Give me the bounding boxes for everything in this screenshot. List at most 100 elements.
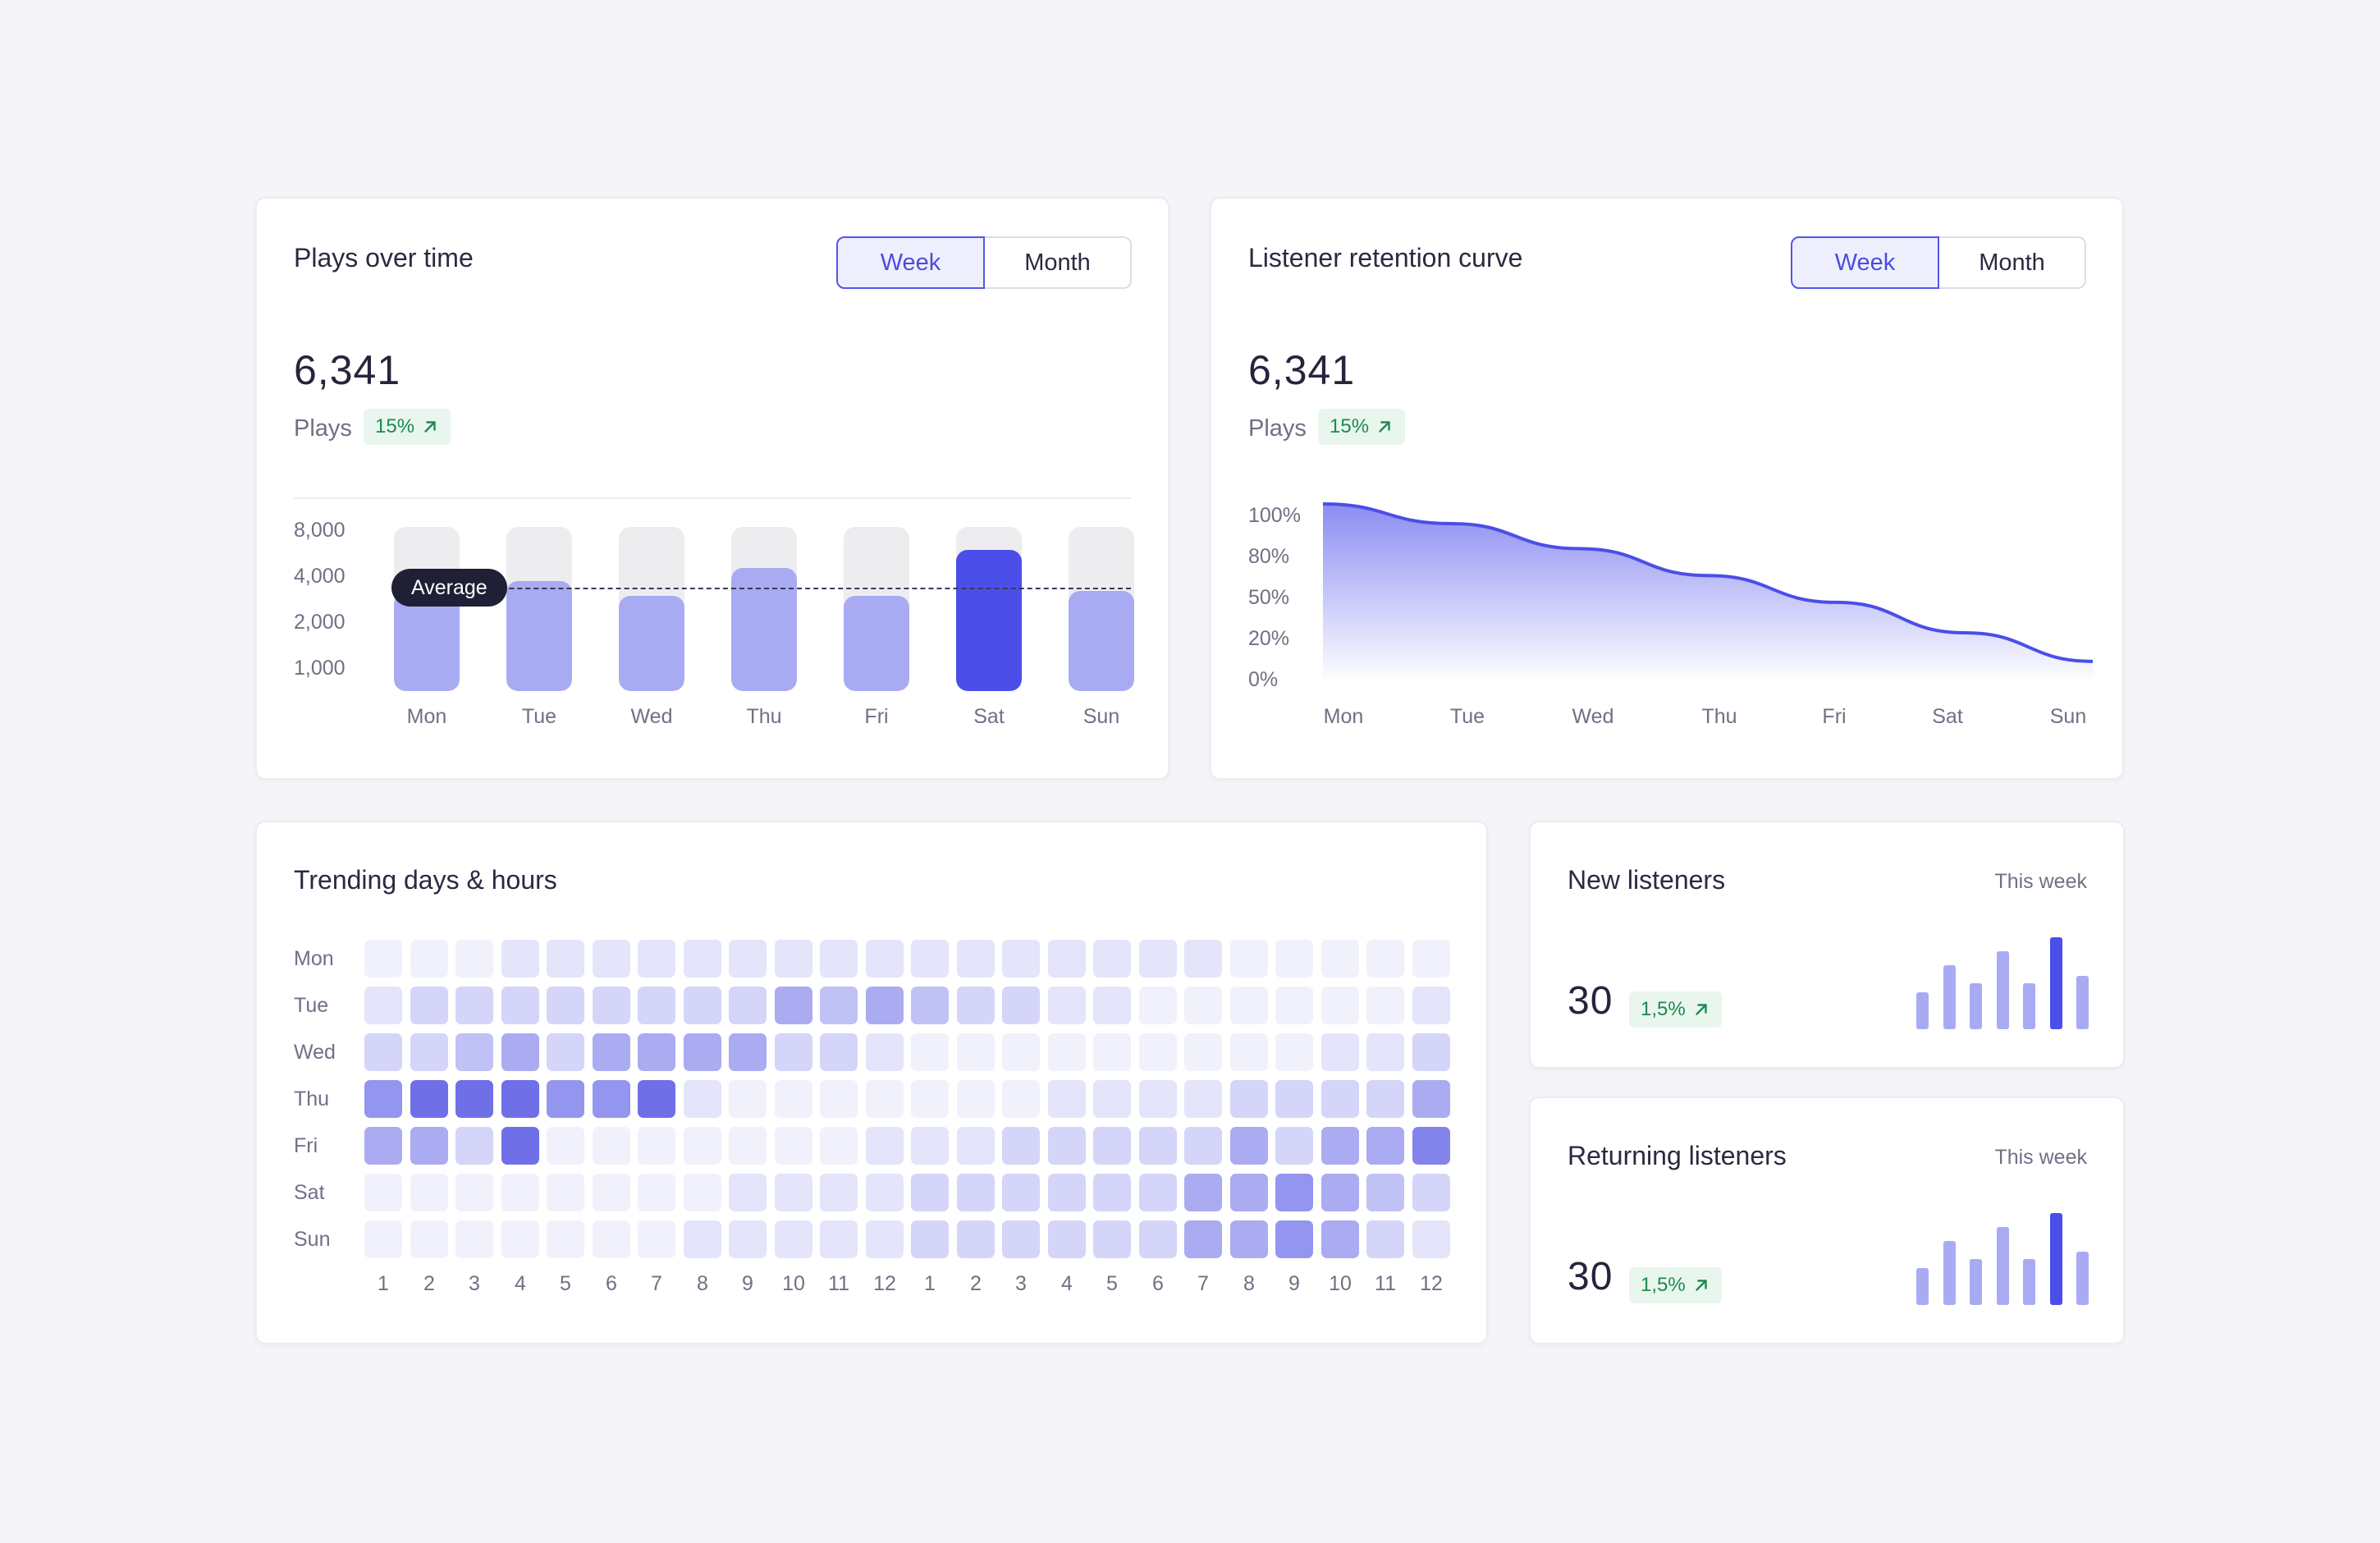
heatmap-cell bbox=[866, 1127, 904, 1165]
heatmap-cell bbox=[455, 1220, 493, 1258]
heatmap-cell bbox=[1184, 1127, 1222, 1165]
heatmap-cell bbox=[684, 1127, 721, 1165]
heatmap-cell bbox=[820, 987, 858, 1024]
heatmap-cell bbox=[1275, 987, 1313, 1024]
heatmap-cell bbox=[501, 987, 539, 1024]
heatmap-cell bbox=[957, 1174, 995, 1211]
heatmap-cell bbox=[1184, 1080, 1222, 1118]
column-label: 5 bbox=[560, 1272, 571, 1295]
heatmap-cell bbox=[410, 1220, 448, 1258]
heatmap-cell bbox=[410, 1174, 448, 1211]
heatmap-cell bbox=[775, 1033, 812, 1071]
heatmap-cell bbox=[911, 987, 949, 1024]
heatmap-cell bbox=[911, 1080, 949, 1118]
mini-bar bbox=[1970, 983, 1982, 1029]
heatmap-cell bbox=[866, 1080, 904, 1118]
heatmap-cell bbox=[1321, 1080, 1359, 1118]
heatmap-cell bbox=[547, 987, 584, 1024]
heatmap-cell bbox=[820, 1127, 858, 1165]
x-tick-label: Sat bbox=[1932, 705, 1963, 728]
x-tick-label: Fri bbox=[1822, 705, 1847, 728]
y-tick-label: 2,000 bbox=[294, 611, 346, 634]
heatmap-cell bbox=[638, 987, 675, 1024]
tab-week[interactable]: Week bbox=[1791, 236, 1939, 289]
heatmap-cell bbox=[820, 1220, 858, 1258]
heatmap-cell bbox=[911, 1174, 949, 1211]
heatmap-cell bbox=[501, 940, 539, 978]
row-label: Sun bbox=[294, 1228, 331, 1251]
heatmap-cell bbox=[547, 940, 584, 978]
average-label: Average bbox=[391, 569, 507, 607]
mini-bar-chart bbox=[1531, 822, 2123, 1067]
heatmap-cell bbox=[593, 1080, 630, 1118]
arrow-up-right-icon bbox=[424, 421, 436, 433]
heatmap-cell bbox=[501, 1220, 539, 1258]
heatmap-cell bbox=[1093, 987, 1131, 1024]
x-tick-label: Mon bbox=[1323, 705, 1364, 728]
heatmap-cell bbox=[1230, 1174, 1268, 1211]
heatmap-cell bbox=[638, 1174, 675, 1211]
divider bbox=[294, 497, 1131, 499]
heatmap-cell bbox=[1184, 987, 1222, 1024]
bar bbox=[619, 596, 684, 691]
listener-count: 30 bbox=[1568, 979, 1613, 1023]
trending-days-hours-card: Trending days & hours Mon Tue Wed Thu Fri Sat… bbox=[255, 821, 1488, 1344]
row-label: Thu bbox=[294, 1087, 330, 1110]
mini-bar bbox=[2023, 983, 2035, 1029]
column-label: 1 bbox=[924, 1272, 936, 1295]
tab-month[interactable]: Month bbox=[985, 236, 1132, 289]
heatmap-cell bbox=[1321, 1033, 1359, 1071]
column-label: 11 bbox=[828, 1272, 849, 1295]
heatmap-cell bbox=[1275, 1080, 1313, 1118]
heatmap-cell bbox=[1093, 940, 1131, 978]
heatmap-cell bbox=[684, 1174, 721, 1211]
heatmap-cell bbox=[911, 1033, 949, 1071]
bar bbox=[394, 593, 460, 691]
heatmap-cell bbox=[1002, 1033, 1040, 1071]
heatmap-cell bbox=[1321, 987, 1359, 1024]
plays-label: Plays bbox=[1248, 415, 1307, 442]
area-plot bbox=[1322, 502, 2094, 683]
change-value: 1,5% bbox=[1641, 998, 1686, 1020]
column-label: 9 bbox=[742, 1272, 753, 1295]
heatmap-cell bbox=[593, 1033, 630, 1071]
bar-track bbox=[1069, 527, 1134, 691]
heatmap-cell bbox=[547, 1033, 584, 1071]
heatmap-cell bbox=[593, 1127, 630, 1165]
column-label: 3 bbox=[1015, 1272, 1027, 1295]
heatmap-cell bbox=[684, 987, 721, 1024]
heatmap-cell bbox=[638, 1127, 675, 1165]
heatmap-cell bbox=[820, 940, 858, 978]
heatmap-cell bbox=[1321, 1220, 1359, 1258]
heatmap-cell bbox=[593, 940, 630, 978]
heatmap-cell bbox=[1412, 1080, 1450, 1118]
heatmap-cell bbox=[1002, 1127, 1040, 1165]
tab-month[interactable]: Month bbox=[1939, 236, 2086, 289]
tab-week[interactable]: Week bbox=[836, 236, 985, 289]
heatmap-cell bbox=[364, 940, 402, 978]
heatmap-cell bbox=[820, 1080, 858, 1118]
heatmap-cell bbox=[957, 940, 995, 978]
column-label: 9 bbox=[1288, 1272, 1300, 1295]
heatmap-cell bbox=[729, 1127, 767, 1165]
mini-bar bbox=[1970, 1259, 1982, 1305]
column-label: 1 bbox=[378, 1272, 389, 1295]
change-value: 15% bbox=[375, 415, 415, 437]
column-label: 8 bbox=[1243, 1272, 1255, 1295]
column-label: 6 bbox=[606, 1272, 617, 1295]
heatmap-cell bbox=[1093, 1127, 1131, 1165]
heatmap-cell bbox=[1275, 940, 1313, 978]
x-tick-label: Thu bbox=[746, 705, 782, 728]
heatmap-cell bbox=[1048, 1220, 1086, 1258]
heatmap-cell bbox=[684, 940, 721, 978]
heatmap-cell bbox=[1412, 1174, 1450, 1211]
heatmap-cell bbox=[1230, 1127, 1268, 1165]
heatmap-cell bbox=[455, 940, 493, 978]
heatmap-cell bbox=[547, 1220, 584, 1258]
heatmap-cell bbox=[775, 940, 812, 978]
heatmap-cell bbox=[1230, 1033, 1268, 1071]
column-label: 2 bbox=[423, 1272, 435, 1295]
column-label: 4 bbox=[1061, 1272, 1073, 1295]
heatmap-cell bbox=[364, 1127, 402, 1165]
plays-total: 6,341 bbox=[294, 347, 401, 393]
